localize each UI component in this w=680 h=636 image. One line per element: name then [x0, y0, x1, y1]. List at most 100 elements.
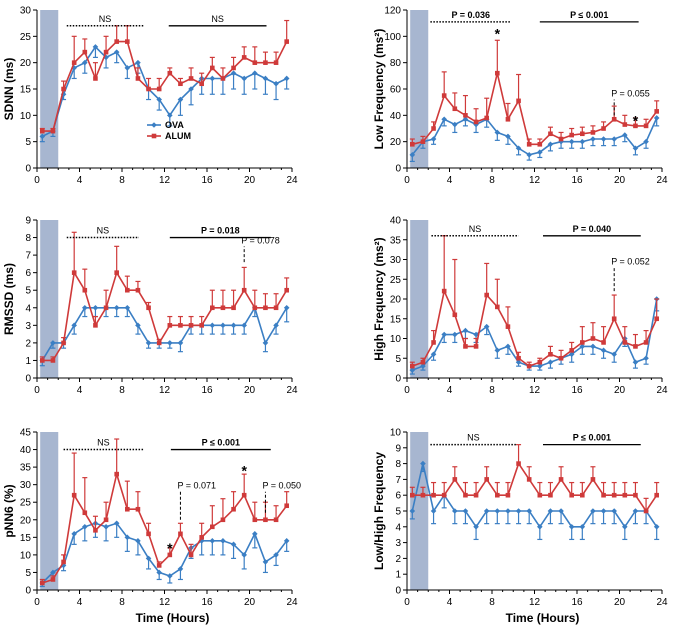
y-tick-label: 3: [25, 321, 31, 332]
data-point-ova: [526, 152, 532, 158]
data-point-ova: [209, 538, 216, 544]
data-point-alum: [431, 126, 436, 131]
data-point-alum: [146, 86, 151, 92]
data-point-alum: [50, 128, 56, 134]
data-point-alum: [410, 142, 415, 147]
data-point-alum: [633, 123, 638, 129]
series-alum: [39, 231, 290, 363]
x-tick-label: 12: [529, 385, 541, 396]
x-axis-label: Time (Hours): [136, 611, 210, 625]
data-point-alum: [654, 109, 659, 114]
significance-label: NS: [211, 14, 224, 24]
data-point-alum: [61, 340, 66, 346]
data-point-alum: [199, 535, 204, 540]
y-tick-label: 3: [395, 538, 401, 549]
x-tick-label: 8: [489, 385, 495, 396]
legend-marker-alum: [151, 133, 157, 139]
data-point-ova: [273, 80, 279, 87]
data-point-ova: [252, 531, 258, 537]
data-point-ova: [135, 322, 141, 329]
y-axis-label: High Frequency (ms²): [372, 237, 386, 360]
data-point-alum: [167, 323, 173, 328]
data-point-ova: [547, 141, 554, 148]
x-tick-label: 0: [34, 385, 40, 396]
data-point-ova: [113, 520, 120, 527]
data-point-ova: [600, 347, 607, 354]
significance-label: P ≤ 0.001: [570, 10, 608, 20]
y-tick-label: 7: [395, 475, 401, 486]
x-tick-label: 8: [119, 175, 125, 186]
data-point-alum: [50, 358, 56, 363]
significance-label: P = 0.036: [451, 10, 490, 20]
data-point-alum: [135, 76, 141, 81]
y-axis-label: pNN6 (%): [2, 484, 16, 537]
data-point-ova: [430, 136, 437, 142]
y-tick-label: 0: [395, 374, 401, 385]
data-point-alum: [410, 492, 415, 498]
y-tick-label: 30: [20, 6, 32, 17]
data-point-alum: [622, 340, 628, 345]
data-point-alum: [284, 287, 289, 293]
data-point-alum: [82, 287, 88, 293]
data-point-alum: [473, 492, 479, 498]
series-ova: [409, 296, 660, 375]
significance-label: NS: [469, 224, 482, 234]
data-point-ova: [494, 347, 501, 354]
data-point-alum: [601, 126, 606, 131]
series-line-alum: [42, 40, 288, 132]
data-point-ova: [71, 322, 77, 329]
data-point-ova: [611, 136, 617, 142]
data-point-ova: [409, 367, 416, 373]
data-point-alum: [473, 119, 479, 125]
data-point-alum: [410, 363, 415, 369]
data-point-ova: [409, 508, 416, 514]
data-point-ova: [526, 508, 532, 514]
data-point-ova: [537, 363, 543, 369]
y-axis-label: Low Frequency (ms²): [372, 29, 386, 150]
baseline-shade: [40, 10, 59, 168]
data-point-alum: [71, 60, 77, 65]
data-point-ova: [124, 304, 131, 311]
data-point-alum: [643, 508, 649, 514]
data-point-ova: [409, 152, 416, 158]
legend-label-ova: OVA: [165, 120, 184, 130]
y-tick-label: 6: [25, 268, 31, 279]
x-tick-label: 24: [656, 385, 668, 396]
data-point-alum: [199, 81, 204, 87]
data-point-alum: [526, 363, 532, 369]
significance-star: *: [241, 463, 247, 479]
y-tick-label: 20: [390, 137, 402, 148]
data-point-ova: [473, 331, 479, 338]
data-point-alum: [40, 358, 45, 363]
data-point-alum: [516, 98, 521, 104]
significance-label: P = 0.018: [201, 226, 240, 236]
significance-label: NS: [467, 433, 480, 443]
data-point-alum: [199, 323, 204, 328]
x-tick-label: 4: [447, 175, 453, 186]
data-point-ova: [220, 538, 226, 544]
data-point-ova: [167, 112, 173, 119]
data-point-ova: [505, 343, 511, 350]
data-point-ova: [643, 138, 649, 145]
x-tick-label: 20: [614, 385, 626, 396]
data-point-alum: [188, 76, 194, 81]
y-tick-label: 5: [395, 354, 401, 365]
y-tick-label: 35: [20, 463, 32, 474]
data-point-ova: [632, 359, 639, 365]
y-tick-label: 20: [390, 295, 402, 306]
data-point-ova: [420, 363, 426, 369]
y-tick-label: 5: [25, 568, 31, 579]
y-tick-label: 1: [25, 356, 31, 367]
data-point-ova: [92, 44, 99, 50]
data-point-ova: [241, 75, 247, 82]
series-alum: [39, 438, 290, 586]
data-point-ova: [537, 524, 543, 530]
data-point-alum: [220, 76, 226, 81]
series-ova: [409, 460, 660, 541]
data-point-ova: [177, 566, 184, 572]
data-point-alum: [484, 115, 489, 121]
data-point-alum: [61, 559, 66, 565]
data-point-ova: [462, 116, 469, 123]
x-tick-label: 16: [201, 175, 213, 186]
